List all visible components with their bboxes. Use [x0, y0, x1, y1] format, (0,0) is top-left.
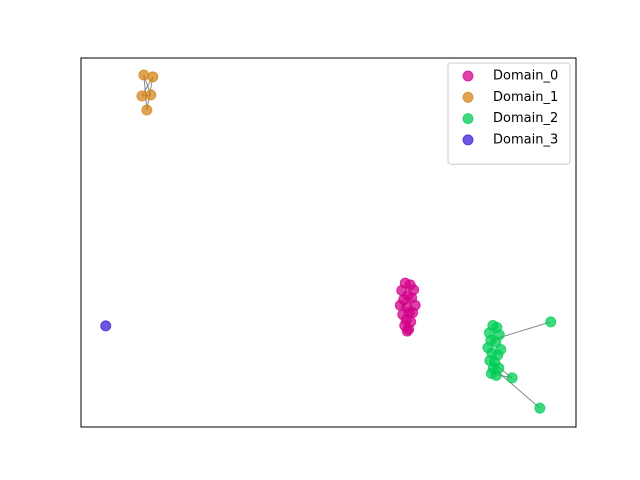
legend-label: Domain_0: [493, 69, 558, 84]
legend-label: Domain_2: [493, 111, 558, 126]
point: [138, 69, 150, 81]
point: [401, 325, 413, 337]
point: [145, 89, 157, 101]
point: [147, 71, 159, 83]
legend-label: Domain_3: [493, 132, 558, 147]
point: [506, 372, 518, 384]
legend-label: Domain_1: [493, 90, 558, 105]
legend-box: [447, 62, 571, 165]
point: [545, 316, 557, 328]
point: [141, 104, 153, 116]
point: [534, 402, 546, 414]
plot-frame: [80, 57, 577, 428]
legend-marker: [462, 91, 474, 103]
legend-marker: [462, 134, 474, 146]
legend-marker: [462, 70, 474, 82]
point: [490, 369, 502, 381]
legend-marker: [462, 113, 474, 125]
point: [100, 320, 112, 332]
point: [136, 90, 148, 102]
